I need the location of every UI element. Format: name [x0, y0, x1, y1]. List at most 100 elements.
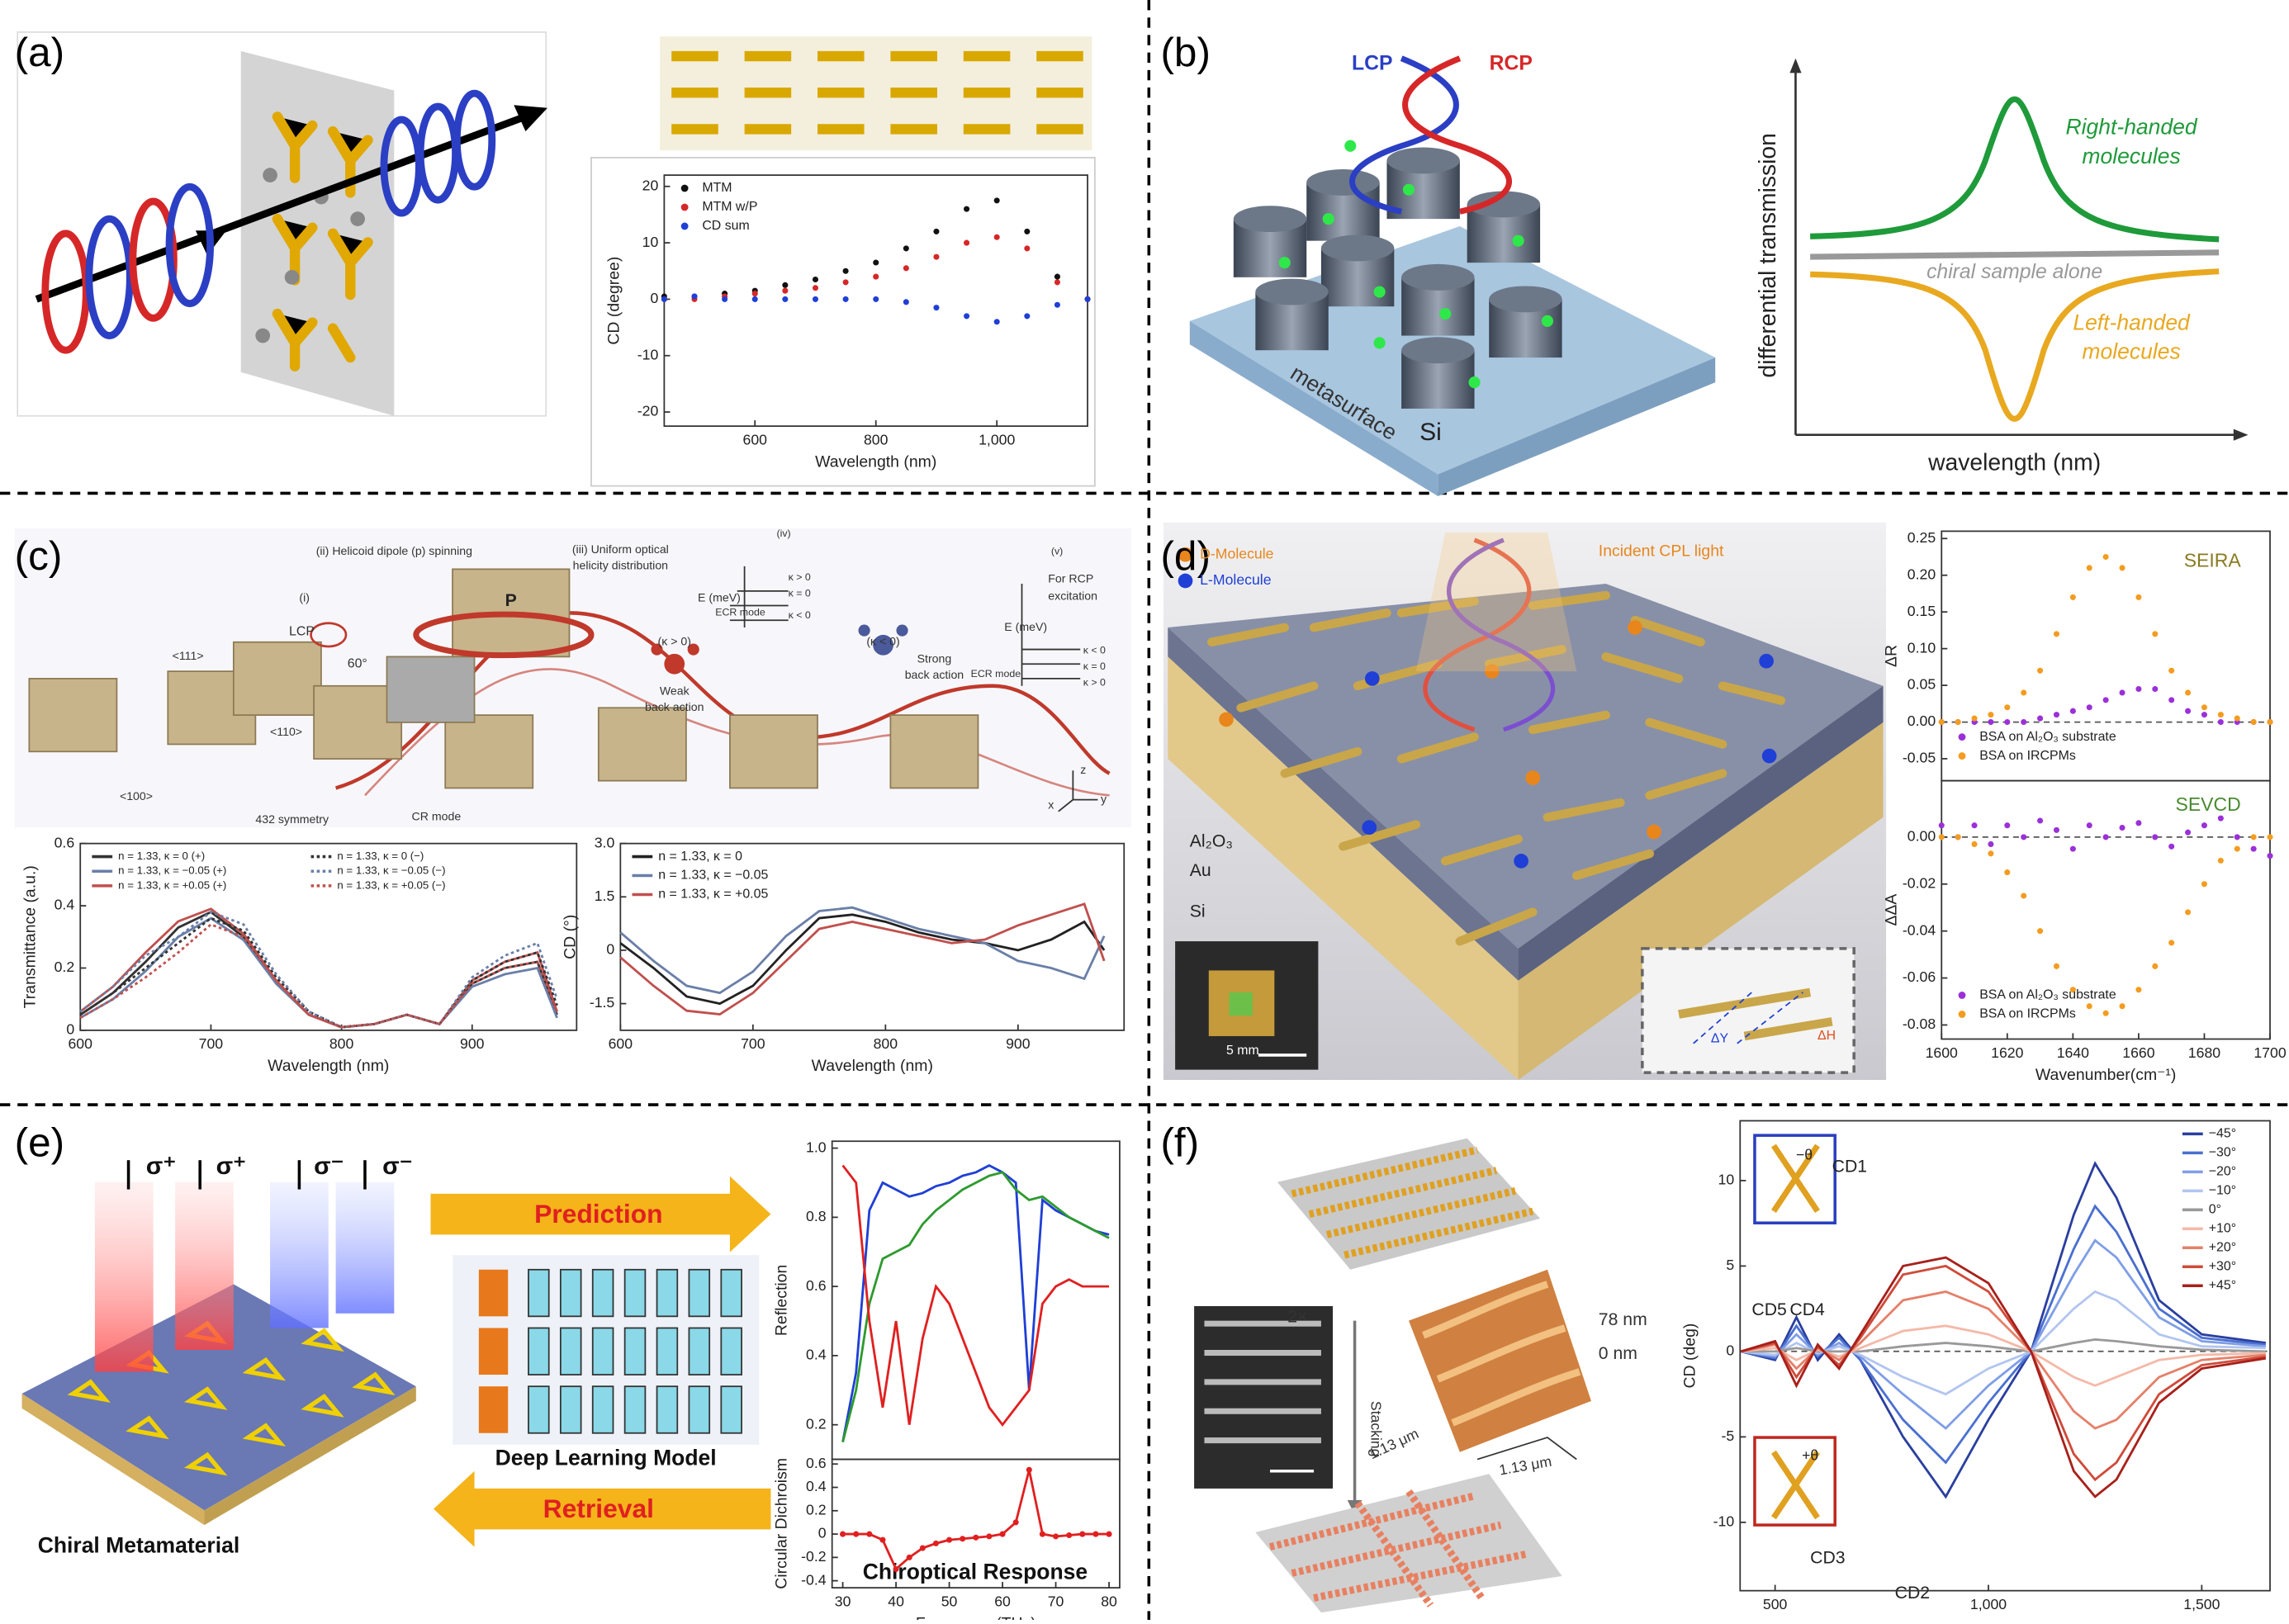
illustration-label: Right-handed: [2066, 115, 2198, 140]
data-point: [842, 279, 849, 286]
x-tick-label: 600: [609, 1035, 633, 1052]
illustration-label: (iii) Uniform optical: [572, 542, 669, 556]
data-point: [2102, 834, 2109, 840]
data-point: [873, 273, 879, 280]
data-point: [879, 1536, 886, 1543]
data-point: [2037, 928, 2044, 935]
illustration-label: P: [505, 591, 517, 610]
data-point: [2037, 715, 2044, 722]
illustration-label: ECR mode: [971, 668, 1021, 679]
illustration-label: Prediction: [534, 1199, 662, 1229]
y-tick-label: 0: [606, 941, 614, 958]
y-tick-label: 10: [642, 234, 659, 250]
panel-label: (c): [15, 533, 63, 579]
data-point: [960, 1536, 966, 1542]
data-point: [2152, 685, 2159, 693]
x-tick-label: 1,500: [2183, 1596, 2220, 1612]
series-line: [619, 906, 1106, 995]
y-tick-label: -0.08: [1903, 1016, 1936, 1032]
series-line: [1740, 1264, 2267, 1482]
illustration-label: Au: [1190, 861, 1211, 880]
data-point: [2267, 718, 2273, 726]
plot-frame: [831, 1140, 1121, 1461]
illustration-label: differential transmission: [1754, 133, 1780, 377]
data-point: [2234, 834, 2240, 840]
illustration-label: z: [1080, 763, 1086, 776]
data-point: [2185, 829, 2192, 836]
data-point: [2217, 815, 2224, 821]
y-tick-label: -5: [1722, 1428, 1735, 1444]
data-point: [2201, 881, 2207, 888]
illustration-label: ΔY: [1711, 1032, 1729, 1046]
y-tick-label: 0.4: [806, 1478, 827, 1494]
illustration-label: LCP: [289, 625, 315, 639]
illustration-f: [1194, 1134, 1836, 1613]
data-point: [2168, 843, 2175, 850]
illustration-label: Si: [1419, 419, 1442, 446]
data-point: [2053, 826, 2060, 833]
data-point: [933, 228, 940, 234]
y-axis-label: CD (°): [561, 915, 579, 959]
data-point: [1054, 301, 1060, 308]
illustration-label: CD5: [1751, 1300, 1786, 1319]
series-line: [79, 923, 558, 1029]
data-point: [2168, 940, 2175, 946]
data-point: [2021, 892, 2027, 899]
x-tick-label: 600: [68, 1035, 92, 1052]
series-line: [841, 1164, 1110, 1427]
illustration-label: SEIRA: [2184, 550, 2242, 571]
y-axis-label: CD (deg): [1680, 1323, 1699, 1389]
x-tick-label: 900: [1006, 1035, 1031, 1052]
series-line: [79, 907, 558, 1029]
data-point: [2119, 824, 2126, 831]
series-line: [842, 1469, 1110, 1571]
illustration-label: wavelength (nm): [1927, 449, 2101, 476]
data-point: [2086, 822, 2092, 829]
data-point: [866, 1531, 873, 1537]
illustration-label: σ⁻: [382, 1153, 412, 1180]
data-point: [946, 1536, 953, 1543]
illustration-label: excitation: [1048, 589, 1097, 603]
legend-label: +20°: [2209, 1240, 2236, 1254]
data-point: [2250, 718, 2257, 726]
data-point: [973, 1534, 979, 1541]
illustration-c: [14, 528, 1132, 828]
illustration-label: x: [1048, 798, 1054, 811]
data-point: [2201, 822, 2207, 829]
legend-label: −30°: [2209, 1146, 2236, 1160]
illustration-label: (κ > 0): [658, 634, 691, 647]
data-point: [2069, 987, 2076, 993]
data-point: [2135, 685, 2142, 693]
x-tick-label: 800: [864, 431, 889, 447]
data-point: [722, 296, 728, 302]
data-point: [2185, 689, 2192, 696]
x-tick-label: 1,000: [979, 431, 1015, 447]
x-tick-label: 1620: [1991, 1044, 2023, 1061]
x-tick-label: 1700: [2253, 1044, 2286, 1061]
legend-label: n = 1.33, κ = +0.05 (+): [118, 878, 226, 891]
data-point: [853, 1531, 860, 1537]
illustration-label: Deep Learning Model: [495, 1446, 717, 1470]
legend-label: −10°: [2209, 1184, 2236, 1198]
data-point: [782, 296, 789, 302]
y-tick-label: -10: [637, 346, 659, 362]
y-tick-label: 0: [650, 290, 658, 306]
y-tick-label: 0.00: [1908, 713, 1936, 729]
x-tick-label: 1640: [2057, 1044, 2089, 1061]
data-point: [2069, 845, 2076, 852]
data-point: [1039, 1531, 1045, 1537]
illustration-label: 2×: [1287, 1308, 1307, 1327]
series-line: [79, 911, 558, 1029]
y-tick-label: -0.4: [801, 1571, 827, 1588]
data-point: [812, 285, 819, 291]
illustration-label: (v): [1051, 545, 1063, 556]
x-tick-label: 50: [941, 1593, 958, 1609]
data-point: [2053, 712, 2060, 718]
data-point: [2004, 869, 2011, 876]
data-point: [1053, 1533, 1059, 1540]
illustration-label: CD4: [1789, 1300, 1825, 1319]
series-line: [1741, 1204, 2267, 1465]
data-point: [873, 296, 879, 302]
panel-label: (d): [1160, 533, 1210, 579]
